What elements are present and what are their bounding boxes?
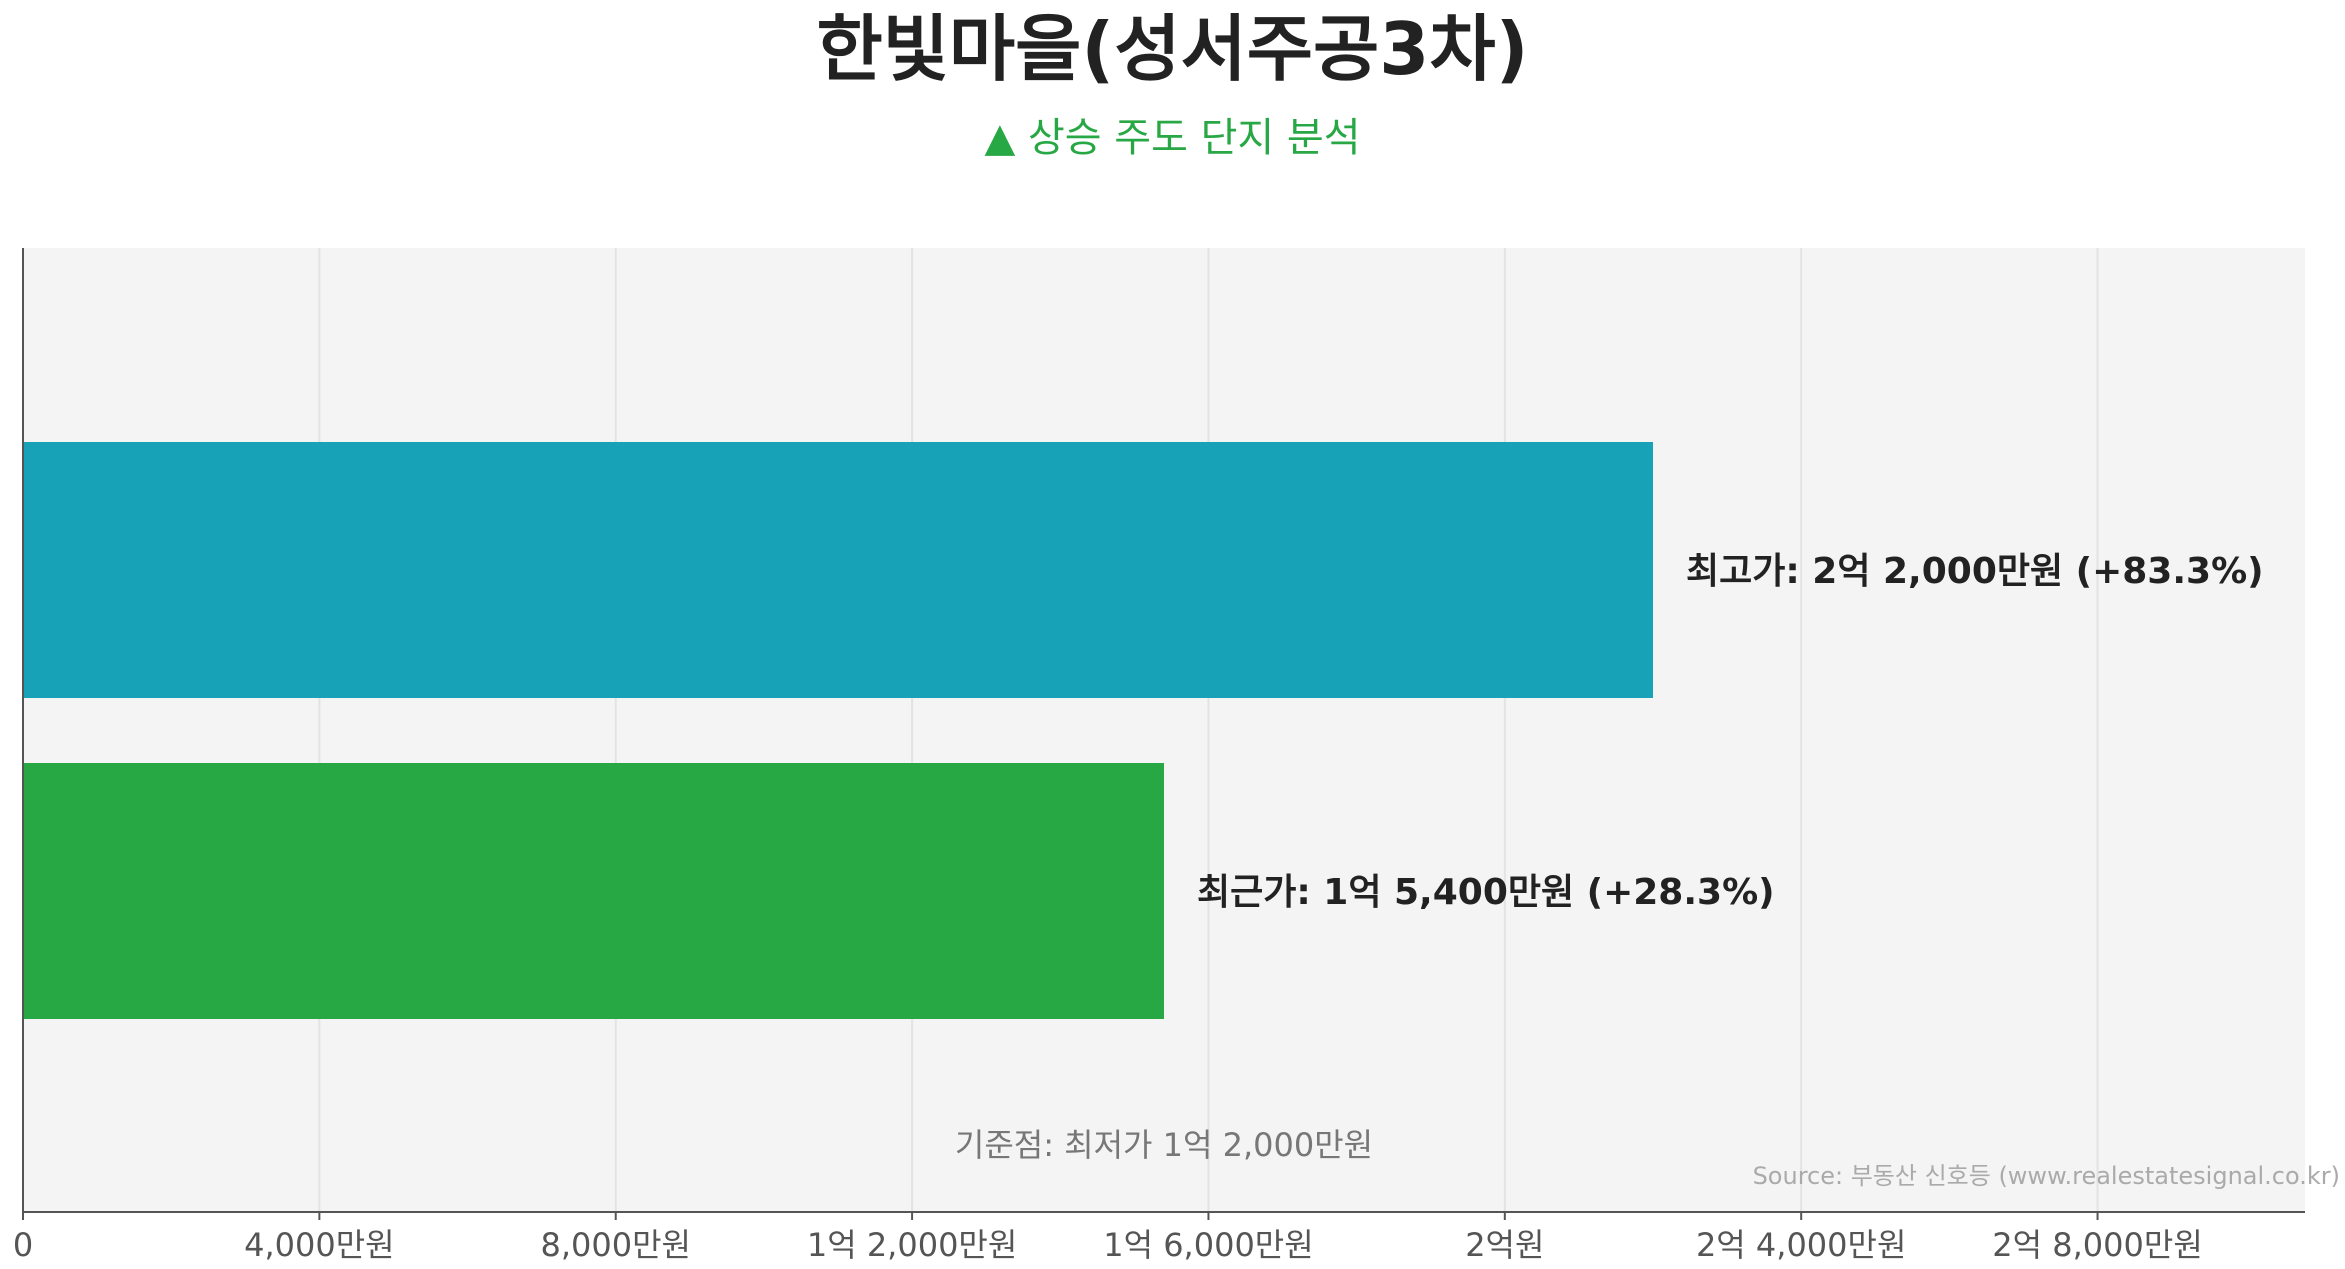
chart-title: 한빛마을(성서주공3차) xyxy=(816,7,1529,91)
bar-data-label: 최고가: 2억 2,000만원 (+83.3%) xyxy=(1686,551,2264,592)
reference-note: 기준점: 최저가 1억 2,000만원 xyxy=(955,1126,1373,1164)
x-tick-label: 0 xyxy=(13,1226,33,1264)
bars xyxy=(23,442,1653,1019)
x-tick-label: 2억원 xyxy=(1465,1226,1544,1264)
x-axis-ticks: 0 4,000만원 8,000만원 1억 2,000만원 1억 6,000만원 2억원 2억… xyxy=(13,1212,2203,1264)
x-tick-label: 2억 8,000만원 xyxy=(1992,1226,2202,1264)
x-tick-label: 8,000만원 xyxy=(540,1226,691,1264)
bar-labels: 최고가: 2억 2,000만원 (+83.3%) 최근가: 1억 5,400만원 … xyxy=(1197,551,2264,913)
x-tick-label: 4,000만원 xyxy=(244,1226,395,1264)
source-note: Source: 부동산 신호등 (www.realestatesignal.co… xyxy=(1753,1162,2340,1190)
x-tick-label: 1억 2,000만원 xyxy=(807,1226,1017,1264)
grid-lines xyxy=(318,248,2099,1212)
plot-background xyxy=(23,248,2305,1212)
bar-max-price xyxy=(23,442,1653,698)
x-tick-label: 2억 4,000만원 xyxy=(1696,1226,1906,1264)
bar-data-label: 최근가: 1억 5,400만원 (+28.3%) xyxy=(1197,872,1775,913)
bar-recent-price xyxy=(23,763,1164,1019)
chart-subtitle: ▲ 상승 주도 단지 분석 xyxy=(984,115,1361,161)
x-tick-label: 1억 6,000만원 xyxy=(1103,1226,1313,1264)
